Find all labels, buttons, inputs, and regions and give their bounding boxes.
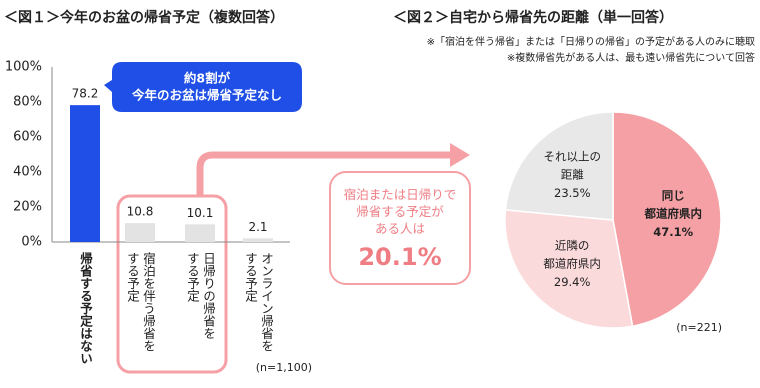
callout-text: 約8割が今年のお盆は帰省予定なし xyxy=(131,70,282,102)
sample-size: (n=1,100) xyxy=(256,361,312,374)
y-tick-label: 0% xyxy=(21,235,42,250)
slice-label: それ以上の距離 xyxy=(544,149,602,181)
y-tick-label: 20% xyxy=(13,200,42,215)
x-tick-label: オンライン帰省を する予定 xyxy=(243,252,274,352)
note: ※「宿泊を伴う帰省」または「日帰りの帰省」の予定がある人のみに聴取 xyxy=(427,35,755,48)
value-label: 2.1 xyxy=(248,220,267,234)
slice-value: 23.5% xyxy=(554,186,591,200)
x-tick-label: 帰省する予定はない xyxy=(78,252,93,365)
y-tick-label: 80% xyxy=(13,95,42,110)
callout-box xyxy=(104,62,302,112)
summary-box xyxy=(329,171,471,285)
pie-slice xyxy=(504,111,614,221)
chart-title: ＜図２＞自宅から帰省先の距離（単一回答） xyxy=(393,9,673,26)
value-label: 78.2 xyxy=(72,87,99,101)
summary-value: 20.1% xyxy=(358,243,441,271)
y-tick-label: 60% xyxy=(13,130,42,145)
slice-value: 47.1% xyxy=(653,225,693,239)
y-tick-label: 100% xyxy=(5,60,42,75)
chart-title: ＜図１＞今年のお盆の帰省予定（複数回答） xyxy=(4,9,284,26)
y-tick-label: 40% xyxy=(13,165,42,180)
pie-slice xyxy=(504,209,634,329)
pie-slice xyxy=(612,111,722,328)
x-tick-label: 宿泊を伴う帰省を する予定 xyxy=(125,252,156,352)
x-tick-label: 日帰りの帰省を する予定 xyxy=(185,252,216,340)
slice-label: 同じ都道府県内 xyxy=(643,188,702,220)
sample-size: (n=221) xyxy=(676,321,722,334)
slice-label: 近隣の都道府県内 xyxy=(543,238,601,270)
arrow xyxy=(196,151,452,196)
arrow-head xyxy=(450,143,470,167)
bar xyxy=(185,224,215,242)
value-label: 10.8 xyxy=(127,205,154,219)
slice-value: 29.4% xyxy=(554,275,591,289)
highlight-frame xyxy=(116,194,228,374)
value-label: 10.1 xyxy=(187,206,214,220)
note: ※複数帰省先がある人は、最も遠い帰省先について回答 xyxy=(507,51,755,64)
bar xyxy=(125,223,155,242)
bar xyxy=(70,105,100,243)
bar xyxy=(243,238,273,242)
summary-text: 宿泊または日帰りで帰省する予定がある人は xyxy=(344,187,457,236)
